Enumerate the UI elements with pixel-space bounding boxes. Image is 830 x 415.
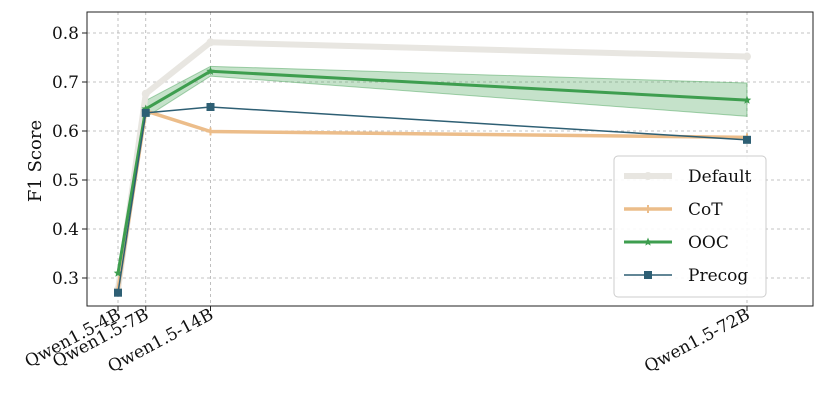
legend: Default CoT OOC Precog bbox=[613, 155, 767, 298]
precog-point bbox=[206, 102, 215, 111]
legend-label-cot: CoT bbox=[688, 200, 723, 220]
y-tick-label: 0.5 bbox=[52, 171, 79, 191]
ooc-point bbox=[742, 95, 752, 104]
legend-marker-precog bbox=[644, 271, 652, 279]
legend-marker-default bbox=[644, 172, 652, 180]
legend-item-precog: Precog bbox=[624, 266, 748, 286]
default-point bbox=[743, 52, 751, 61]
x-tick-label: Qwen1.5-72B bbox=[641, 305, 753, 377]
series-lines bbox=[113, 38, 752, 297]
y-axis-ticks: 0.3 0.4 0.5 0.6 0.7 0.8 bbox=[52, 24, 87, 289]
legend-item-ooc: OOC bbox=[624, 233, 729, 253]
cot-point bbox=[206, 127, 215, 136]
legend-label-precog: Precog bbox=[688, 266, 748, 286]
y-axis-title: F1 Score bbox=[25, 120, 46, 202]
legend-item-cot: CoT bbox=[624, 200, 723, 220]
y-tick-label: 0.7 bbox=[52, 73, 79, 93]
y-tick-label: 0.4 bbox=[52, 220, 79, 240]
legend-label-default: Default bbox=[688, 167, 752, 187]
y-tick-label: 0.8 bbox=[52, 24, 79, 44]
y-tick-label: 0.6 bbox=[52, 122, 79, 142]
legend-box bbox=[613, 155, 767, 298]
precog-point bbox=[114, 288, 122, 297]
precog-point bbox=[743, 135, 751, 144]
ooc-point bbox=[206, 66, 215, 75]
legend-label-ooc: OOC bbox=[688, 233, 729, 253]
precog-point bbox=[141, 108, 150, 117]
series-precog bbox=[114, 102, 751, 297]
legend-item-default: Default bbox=[624, 167, 752, 187]
default-point bbox=[206, 38, 215, 47]
ooc-line bbox=[116, 69, 748, 274]
legend-marker-ooc bbox=[643, 237, 653, 246]
default-point bbox=[141, 89, 150, 98]
y-tick-label: 0.3 bbox=[52, 269, 79, 289]
plot-frame bbox=[86, 11, 814, 307]
legend-marker-cot bbox=[644, 205, 652, 213]
precog-line bbox=[117, 106, 748, 293]
